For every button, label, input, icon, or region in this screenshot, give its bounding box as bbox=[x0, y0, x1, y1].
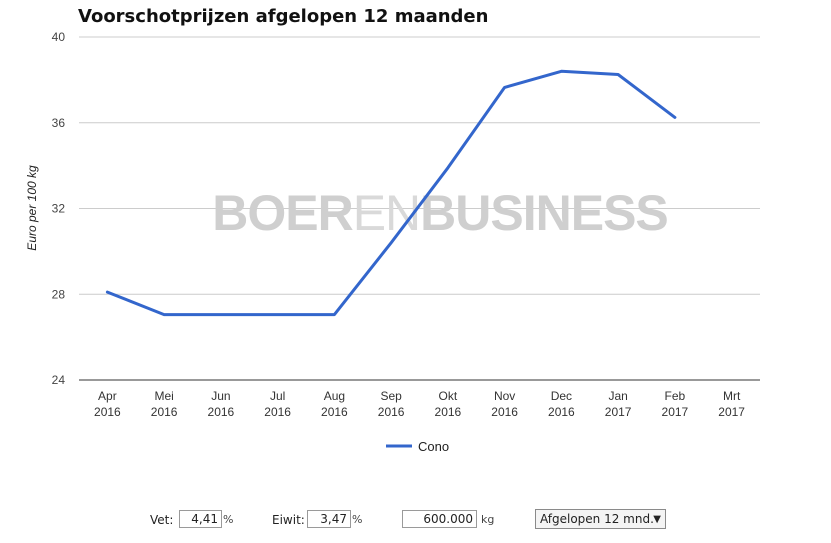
x-tick-label-month: Feb bbox=[665, 389, 686, 403]
grid-lines bbox=[79, 36, 760, 381]
vet-label: Vet: bbox=[150, 513, 174, 527]
eiwit-input[interactable]: 3,47 bbox=[307, 510, 351, 528]
x-tick-label-year: 2016 bbox=[378, 405, 405, 419]
data-point[interactable] bbox=[558, 68, 564, 74]
svg-text:BOERENBUSINESS: BOERENBUSINESS bbox=[212, 185, 668, 241]
kg-unit: kg bbox=[481, 513, 495, 526]
x-tick-label-year: 2016 bbox=[435, 405, 462, 419]
price-chart: BOERENBUSINESS 24 28 32 36 40 Apr 2016 Mei 2016… bbox=[25, 30, 760, 454]
vet-input[interactable]: 4,41 bbox=[179, 510, 222, 528]
data-point[interactable] bbox=[275, 312, 281, 318]
data-point[interactable] bbox=[502, 84, 508, 90]
data-point[interactable] bbox=[672, 114, 678, 120]
vet-unit: % bbox=[223, 513, 234, 526]
x-tick-label-year: 2016 bbox=[151, 405, 178, 419]
x-tick-label-year: 2016 bbox=[208, 405, 235, 419]
series-lines bbox=[104, 68, 678, 318]
y-tick-label: 40 bbox=[52, 30, 66, 44]
x-tick-label-year: 2017 bbox=[605, 405, 632, 419]
watermark-boer: BOER bbox=[212, 185, 353, 241]
x-tick-label-month: Mrt bbox=[723, 389, 741, 403]
x-tick-label-month: Dec bbox=[551, 389, 572, 403]
series-line-cono[interactable] bbox=[105, 69, 677, 317]
x-tick-label-month: Nov bbox=[494, 389, 515, 403]
y-tick-label: 32 bbox=[52, 202, 66, 216]
chevron-down-icon: ▼ bbox=[653, 514, 661, 525]
x-tick-label-month: Okt bbox=[439, 389, 458, 403]
data-point[interactable] bbox=[388, 240, 394, 246]
x-axis-ticks: Apr 2016 Mei 2016 Jun 2016 Jul 2016 Aug 2016 Sep 20… bbox=[94, 389, 745, 419]
x-tick-label-year: 2016 bbox=[548, 405, 575, 419]
legend-label-cono: Cono bbox=[418, 439, 449, 454]
y-tick-label: 28 bbox=[52, 287, 66, 301]
watermark: BOERENBUSINESS bbox=[212, 185, 669, 241]
watermark-business: BUSINESS bbox=[420, 185, 668, 241]
watermark-en: EN bbox=[353, 185, 420, 241]
kg-input[interactable]: 600.000 bbox=[402, 510, 477, 528]
x-tick-label-year: 2017 bbox=[662, 405, 689, 419]
period-select[interactable]: Afgelopen 12 mnd. ▼ bbox=[535, 509, 666, 529]
y-axis-ticks: 24 28 32 36 40 bbox=[52, 30, 66, 387]
controls-bar: Vet: 4,41 % Eiwit: 3,47 % 600.000 kg Afg… bbox=[0, 508, 831, 534]
x-tick-label-month: Apr bbox=[98, 389, 117, 403]
period-select-value: Afgelopen 12 mnd. bbox=[540, 512, 654, 526]
data-point[interactable] bbox=[161, 312, 167, 318]
eiwit-unit: % bbox=[352, 513, 363, 526]
data-point[interactable] bbox=[218, 312, 224, 318]
y-tick-label: 36 bbox=[52, 116, 66, 130]
x-tick-label-year: 2016 bbox=[321, 405, 348, 419]
x-tick-label-month: Jul bbox=[270, 389, 285, 403]
y-tick-label: 24 bbox=[52, 373, 66, 387]
eiwit-label: Eiwit: bbox=[272, 513, 305, 527]
data-point[interactable] bbox=[615, 72, 621, 78]
y-axis-label: Euro per 100 kg bbox=[25, 165, 39, 251]
x-tick-label-year: 2016 bbox=[264, 405, 291, 419]
x-tick-label-month: Sep bbox=[380, 389, 402, 403]
data-point[interactable] bbox=[331, 312, 337, 318]
x-tick-label-year: 2016 bbox=[491, 405, 518, 419]
x-tick-label-month: Jun bbox=[211, 389, 230, 403]
data-point[interactable] bbox=[445, 165, 451, 171]
x-tick-label-month: Mei bbox=[154, 389, 173, 403]
x-tick-label-year: 2016 bbox=[94, 405, 121, 419]
x-tick-label-month: Aug bbox=[324, 389, 345, 403]
x-tick-label-month: Jan bbox=[608, 389, 627, 403]
chart-title: Voorschotprijzen afgelopen 12 maanden bbox=[78, 6, 489, 27]
data-point[interactable] bbox=[104, 289, 110, 295]
legend[interactable]: Cono bbox=[386, 439, 449, 454]
x-tick-label-year: 2017 bbox=[718, 405, 745, 419]
